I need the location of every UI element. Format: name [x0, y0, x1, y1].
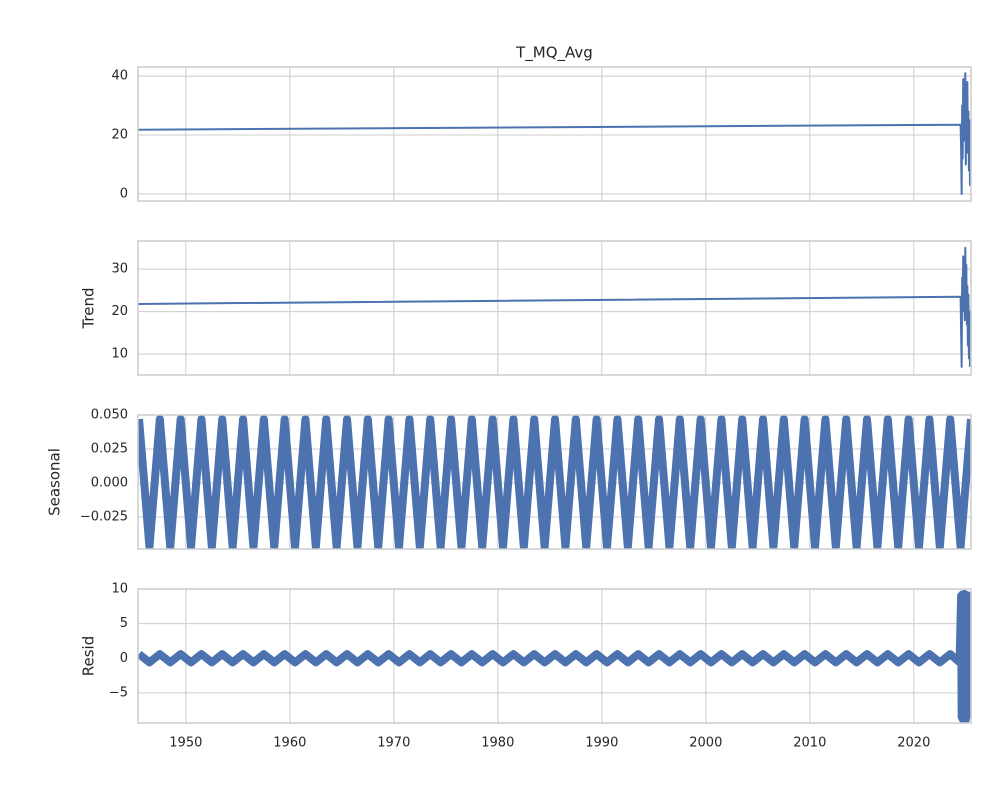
x-tick-label: 1980 — [481, 736, 514, 751]
x-tick-label: 1970 — [377, 736, 410, 751]
panel: 10 20 30 Trend — [80, 240, 972, 376]
y-tick-label: 0.025 — [91, 442, 128, 457]
y-tick-label: 10 — [111, 347, 128, 362]
x-tick-label: 1990 — [585, 736, 618, 751]
data-line — [138, 72, 971, 195]
panel-frame — [137, 588, 972, 724]
panel: 0.050 0.025 0.000 −0.025 Seasonal — [46, 408, 972, 550]
y-tick-label: 20 — [111, 304, 128, 319]
y-tick-label: 30 — [111, 262, 128, 277]
y-axis-label: Resid — [80, 636, 98, 676]
x-tick-label: 2010 — [793, 736, 826, 751]
y-tick-label: 0.000 — [91, 476, 128, 491]
y-tick-label: −0.025 — [80, 510, 128, 525]
y-tick-label: 20 — [111, 128, 128, 143]
y-tick-label: 40 — [111, 69, 128, 84]
y-tick-label: 0.050 — [91, 408, 128, 423]
y-tick-label: 0 — [120, 651, 128, 666]
x-tick-label: 1950 — [169, 736, 202, 751]
panel-frame — [137, 66, 972, 202]
x-tick-label: 2000 — [689, 736, 722, 751]
panel: 10 5 0 −5 1950 1960 1970 1980 1990 2000 2010 2020 Re… — [80, 582, 972, 751]
y-tick-label: 5 — [120, 616, 128, 631]
panel-frame — [137, 240, 972, 376]
data-line — [138, 246, 971, 368]
y-tick-label: 10 — [111, 582, 128, 597]
y-axis-label: Trend — [80, 287, 98, 329]
panel-title: T_MQ_Avg — [515, 44, 593, 63]
y-axis-label: Seasonal — [46, 448, 64, 516]
y-tick-label: −5 — [109, 685, 128, 700]
data-line — [138, 415, 971, 549]
x-tick-label: 2020 — [897, 736, 930, 751]
y-tick-label: 0 — [120, 186, 128, 201]
panel-frame — [137, 414, 972, 550]
data-line — [138, 589, 971, 723]
x-tick-label: 1960 — [273, 736, 306, 751]
panel: 0 20 40 T_MQ_Avg — [111, 44, 972, 202]
